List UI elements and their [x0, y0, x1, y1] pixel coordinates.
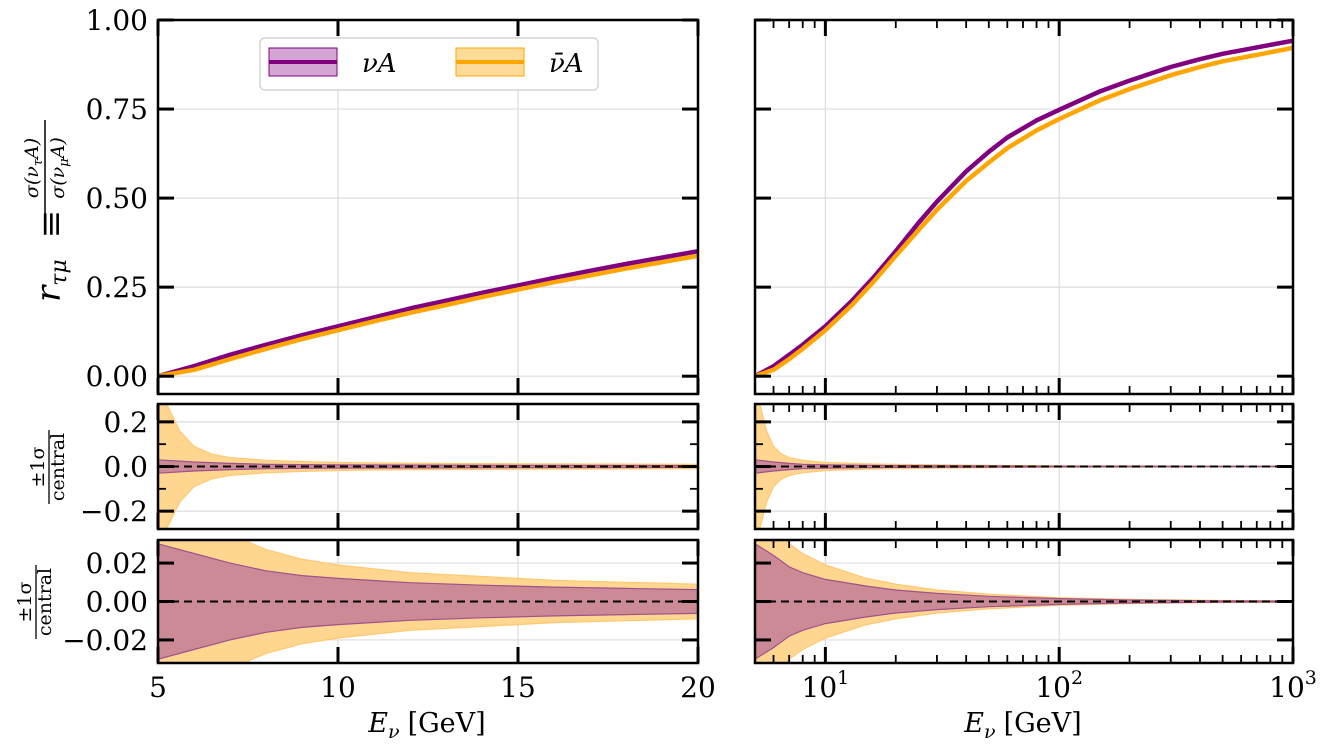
ylabel-main-symbol: rτμ — [29, 259, 72, 302]
y-tick-label: 0.00 — [86, 360, 148, 393]
plot-area-middle-left — [158, 404, 698, 529]
axes-frame — [753, 402, 1295, 531]
ylabel-ratio-bottom: ±1σ central — [14, 565, 56, 639]
ylabel-ratio-bottom-num: ±1σ — [14, 581, 36, 622]
ylabel-main-denominator: σ(νμA) — [47, 137, 72, 199]
plot-area-top-left — [158, 248, 698, 379]
x-tick-label: 5 — [149, 671, 167, 704]
plot-area-top-right — [755, 38, 1293, 379]
ylabel-main-equiv: ≡ — [31, 210, 71, 239]
series-line-nu — [755, 38, 1293, 379]
x-tick-label: 101 — [802, 667, 850, 704]
ylabel-ratio-middle-num: ±1σ — [27, 446, 49, 487]
panel-bottom-right: 101 102 103 — [753, 538, 1317, 704]
axes-frame — [156, 18, 700, 396]
legend: νA ν̄A — [259, 37, 599, 91]
y-tick-label: 0.02 — [86, 547, 148, 580]
legend-nu-label: νA — [362, 49, 397, 79]
panel-top-right — [753, 18, 1295, 396]
plot-area-bottom-right — [755, 540, 1293, 663]
legend-nubar-label: ν̄A — [549, 49, 584, 79]
xlabel-left: Eν [GeV] — [367, 708, 485, 743]
legend-box — [259, 37, 599, 91]
y-tick-label: −0.2 — [80, 495, 148, 528]
axes-frame — [156, 538, 700, 665]
panel-bottom-left: −0.02 0.00 0.02 5 10 15 20 — [62, 538, 716, 704]
plot-area-bottom-left — [158, 540, 698, 663]
panel-top-left: 0.00 0.25 0.50 0.75 1.00 — [86, 4, 700, 396]
x-tick-label: 103 — [1269, 667, 1317, 704]
panels-group: 0.000.250.500.751.00−0.20.00.2−0.020.000… — [62, 4, 1317, 704]
y-tick-label: −0.02 — [62, 624, 148, 657]
ylabel-ratio-middle: ±1σ central — [27, 430, 69, 504]
axes-frame — [156, 402, 700, 531]
axes-frame — [753, 538, 1295, 665]
xlabel-right: Eν [GeV] — [963, 708, 1081, 743]
plot-area-middle-right — [755, 404, 1293, 529]
y-tick-label: 0.25 — [86, 271, 148, 304]
y-tick-label: 0.75 — [86, 93, 148, 126]
band-nu — [755, 459, 1293, 474]
y-tick-label: 1.00 — [86, 4, 148, 37]
y-tick-label: 0.0 — [103, 451, 148, 484]
panel-middle-right — [753, 402, 1295, 531]
y-tick-label: 0.00 — [86, 586, 148, 619]
band-nu — [158, 459, 698, 474]
x-tick-label: 15 — [500, 671, 536, 704]
series-line-nubar — [158, 253, 698, 379]
ylabel-main: rτμ ≡ σ(ντA) σ(νμA) — [21, 120, 72, 302]
ylabel-ratio-bottom-den: central — [34, 568, 56, 636]
band-nu — [158, 543, 698, 660]
band-nu — [755, 543, 1293, 660]
series-line-nubar — [755, 45, 1293, 379]
axes-frame — [753, 18, 1295, 396]
series-line-nu — [158, 248, 698, 379]
x-tick-label: 20 — [680, 671, 716, 704]
x-tick-label: 10 — [320, 671, 356, 704]
ylabel-main-numerator: σ(ντA) — [21, 138, 46, 198]
y-tick-label: 0.50 — [86, 182, 148, 215]
panel-middle-left: −0.2 0.0 0.2 — [80, 402, 700, 531]
ylabel-ratio-middle-den: central — [47, 433, 69, 501]
x-tick-label: 102 — [1035, 667, 1083, 704]
y-tick-label: 0.2 — [103, 406, 148, 439]
